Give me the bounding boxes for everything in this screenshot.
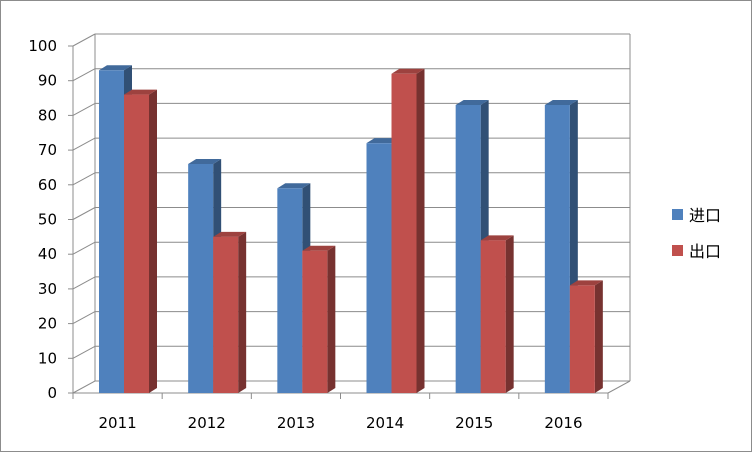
bar-top-1-2016 xyxy=(544,99,578,105)
bar-series-1-2011 xyxy=(99,70,124,393)
x-tick-label-2012: 2012 xyxy=(188,414,226,432)
bar-series-2-2015 xyxy=(480,240,506,393)
bar-series-2-2012 xyxy=(213,236,239,393)
bar-top-1-2011 xyxy=(99,65,132,71)
gridline-side-60 xyxy=(72,172,96,186)
y-tick-label-30: 30 xyxy=(38,280,57,298)
bar-top-2-2013 xyxy=(302,245,336,251)
gridline-side-50 xyxy=(72,207,96,220)
bar-side-2-2011 xyxy=(149,89,157,393)
bar-series-1-2016 xyxy=(544,104,570,394)
legend-swatch-series-1 xyxy=(672,208,683,220)
y-tick-label-70: 70 xyxy=(38,141,57,159)
bar-top-1-2015 xyxy=(455,99,489,105)
y-tick-label-0: 0 xyxy=(47,384,57,402)
gridline-side-80 xyxy=(72,102,96,116)
gridline-side-40 xyxy=(72,241,96,255)
gridline-side-90 xyxy=(72,68,96,82)
bar-series-2-2014 xyxy=(391,73,417,393)
bar-top-2-2011 xyxy=(124,89,157,95)
x-tick-label-2016: 2016 xyxy=(544,414,582,432)
x-tick-label-2013: 2013 xyxy=(277,414,315,432)
gridline-side-0 xyxy=(72,380,96,394)
bar-side-2-2015 xyxy=(505,235,514,393)
bar-top-2-2014 xyxy=(391,68,425,74)
gridline-side-20 xyxy=(72,311,96,325)
bar-series-1-2012 xyxy=(188,163,214,393)
legend: 进口 出口 xyxy=(672,196,721,268)
gridline-side-30 xyxy=(72,276,96,290)
bar-series-2-2013 xyxy=(302,250,328,393)
legend-swatch-series-2 xyxy=(672,244,683,256)
bar-series-1-2015 xyxy=(455,104,481,394)
legend-label-series-2: 出口 xyxy=(689,242,722,261)
y-tick-label-40: 40 xyxy=(38,245,57,263)
gridline-side-100 xyxy=(72,33,96,47)
y-tick-label-20: 20 xyxy=(38,315,57,333)
y-tick-label-100: 100 xyxy=(28,37,57,55)
bar-top-2-2016 xyxy=(569,280,603,286)
bar-side-2-2016 xyxy=(594,280,603,393)
y-tick-label-60: 60 xyxy=(38,176,57,194)
gridline-side-70 xyxy=(72,137,96,151)
bar-series-1-2013 xyxy=(277,188,303,393)
bar-top-2-2015 xyxy=(480,235,514,241)
x-tick-label-2015: 2015 xyxy=(455,414,493,432)
legend-item-series-2: 出口 xyxy=(672,232,721,268)
bar-series-1-2014 xyxy=(366,143,392,393)
y-tick-label-10: 10 xyxy=(38,349,57,367)
floor-right-edge xyxy=(607,380,631,394)
x-tick-label-2011: 2011 xyxy=(98,414,136,432)
legend-label-series-1: 进口 xyxy=(689,206,722,225)
bar-side-2-2014 xyxy=(416,68,425,393)
x-tick-label-2014: 2014 xyxy=(366,414,404,432)
y-tick-label-90: 90 xyxy=(38,72,57,90)
bar-series-2-2016 xyxy=(569,285,595,393)
bar-top-1-2014 xyxy=(366,138,400,144)
bar-top-2-2012 xyxy=(213,231,247,237)
gridline-side-10 xyxy=(72,345,96,359)
bar-top-1-2013 xyxy=(277,183,311,189)
bar-series-2-2011 xyxy=(124,94,149,393)
y-tick-label-50: 50 xyxy=(38,211,57,229)
bar-top-1-2012 xyxy=(188,158,222,164)
bar-side-2-2012 xyxy=(238,231,247,393)
bar-side-2-2013 xyxy=(327,245,336,393)
y-tick-label-80: 80 xyxy=(38,106,57,124)
legend-item-series-1: 进口 xyxy=(672,196,721,232)
